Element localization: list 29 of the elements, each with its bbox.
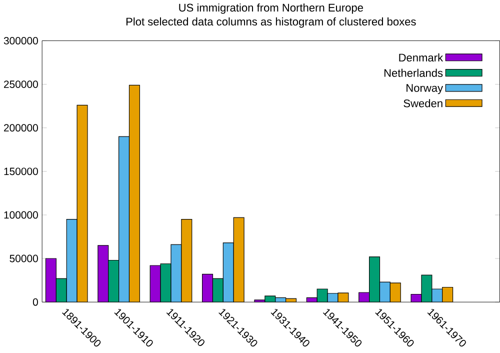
legend-label: Sweden xyxy=(404,99,442,108)
y-tick-label: 0 xyxy=(32,298,38,306)
legend-label: Denmark xyxy=(399,54,444,62)
bar xyxy=(129,85,140,302)
bar xyxy=(76,104,88,302)
y-tick-label: 250000 xyxy=(4,80,38,88)
legend-label: Norway xyxy=(406,84,444,94)
bar xyxy=(390,282,401,302)
bar xyxy=(56,278,67,302)
y-tick-label: 150000 xyxy=(4,168,38,176)
bar xyxy=(66,219,78,302)
chart-subtitle: Plot selected data columns as histogram of clustered boxes xyxy=(126,18,416,28)
bar xyxy=(442,287,454,302)
bar xyxy=(181,219,192,302)
y-tick-label: 300000 xyxy=(4,37,38,45)
bar xyxy=(45,258,56,302)
bar xyxy=(379,282,390,302)
bar xyxy=(222,242,234,302)
legend-label: Netherlands xyxy=(384,68,443,77)
y-tick-label: 200000 xyxy=(4,124,38,132)
bar xyxy=(118,136,130,302)
bar xyxy=(233,217,244,302)
bar xyxy=(369,256,380,302)
bar xyxy=(108,260,119,302)
y-tick-label: 100000 xyxy=(4,211,38,219)
chart-title: US immigration from Northern Europe xyxy=(179,4,364,14)
bar xyxy=(212,278,224,302)
bar xyxy=(202,274,214,302)
y-tick-label: 50000 xyxy=(10,254,38,262)
